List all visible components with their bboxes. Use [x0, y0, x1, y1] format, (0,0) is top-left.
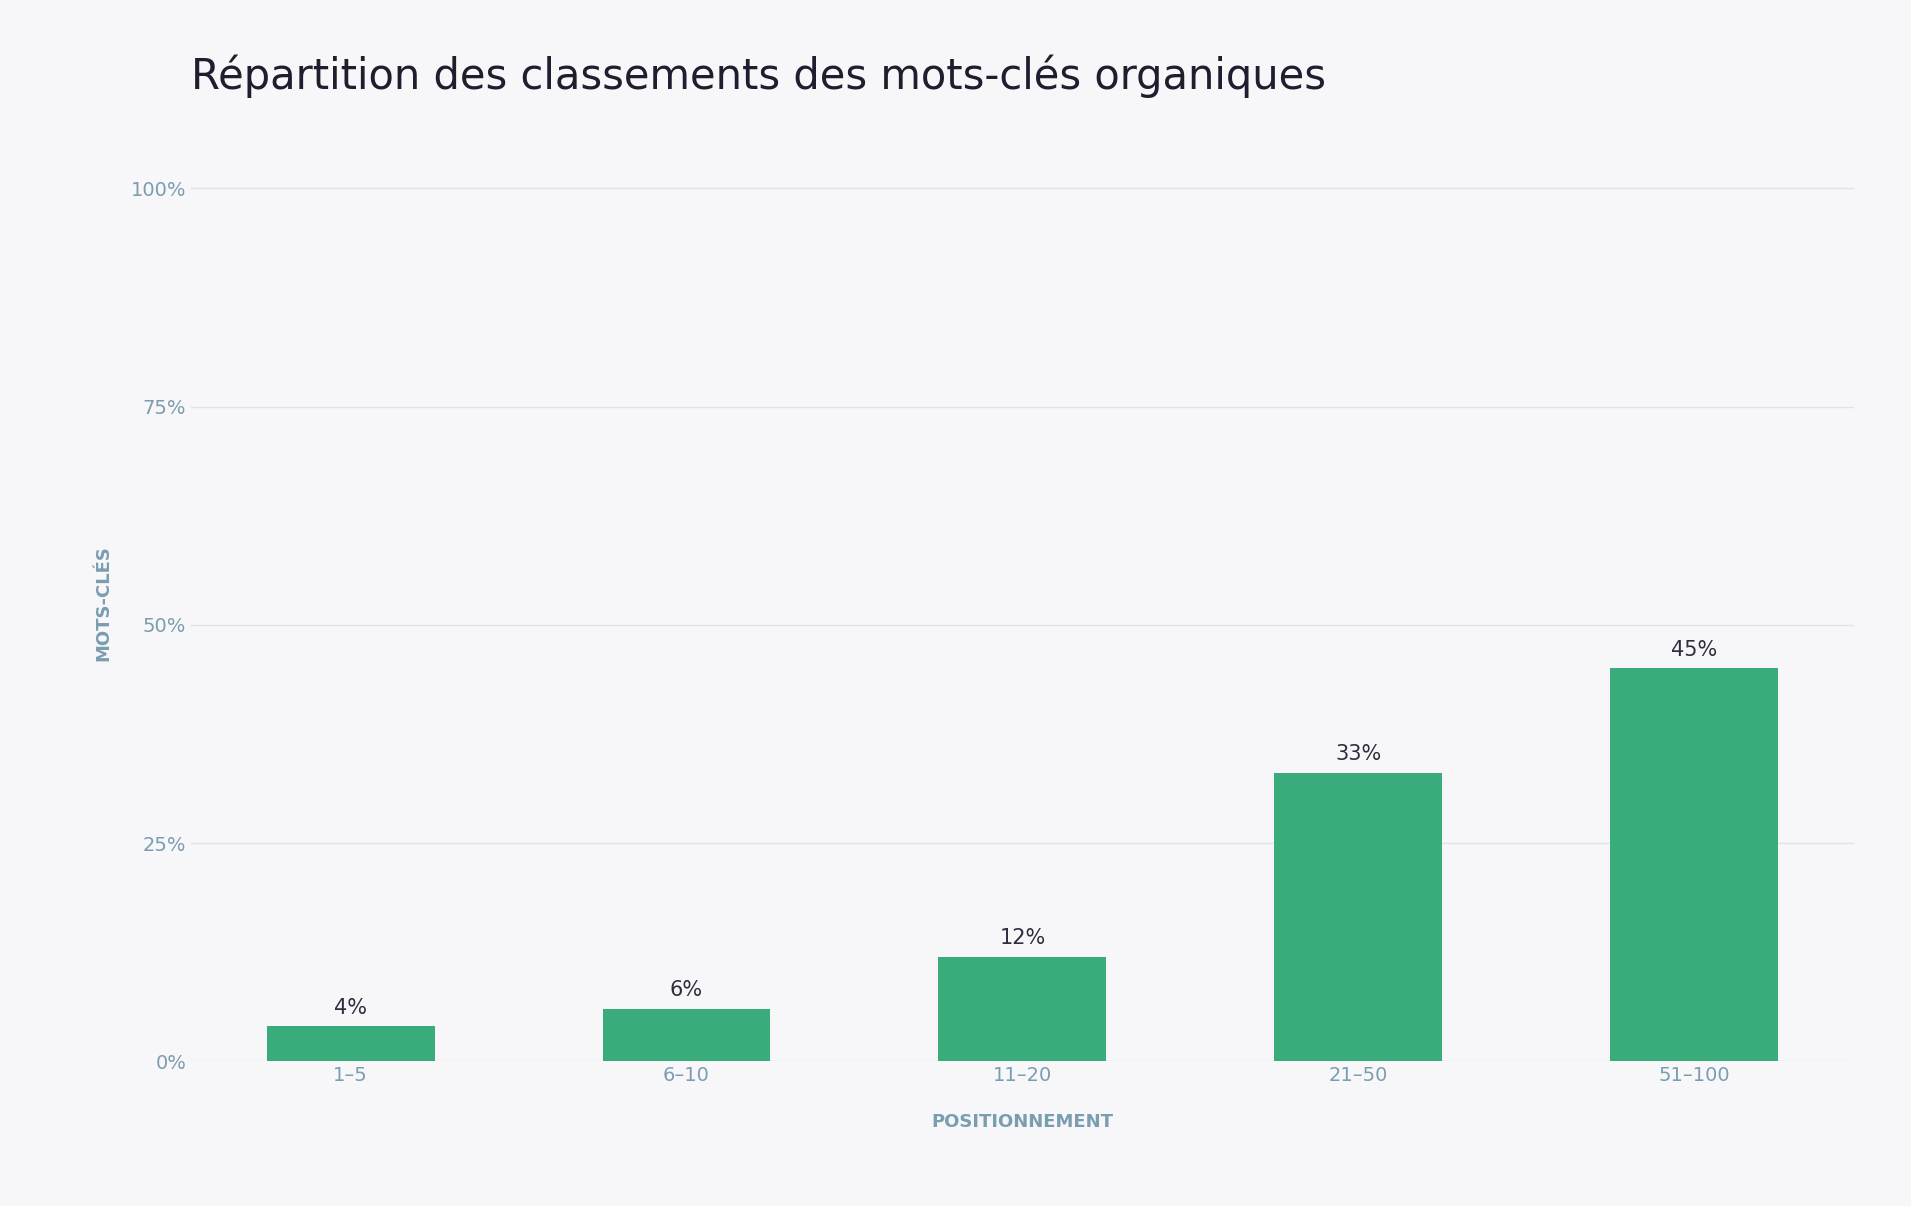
- X-axis label: POSITIONNEMENT: POSITIONNEMENT: [931, 1113, 1114, 1131]
- Y-axis label: MOTS-CLÉS: MOTS-CLÉS: [94, 545, 113, 661]
- Text: 6%: 6%: [671, 980, 703, 1000]
- Bar: [602, 1009, 770, 1061]
- Text: 4%: 4%: [334, 997, 367, 1018]
- Bar: [1275, 773, 1443, 1061]
- Text: 33%: 33%: [1336, 744, 1382, 765]
- Bar: [268, 1026, 434, 1061]
- Bar: [1611, 668, 1777, 1061]
- Bar: [938, 956, 1106, 1061]
- Text: 12%: 12%: [999, 927, 1045, 948]
- Text: Répartition des classements des mots-clés organiques: Répartition des classements des mots-clé…: [191, 54, 1326, 98]
- Text: 45%: 45%: [1670, 639, 1718, 660]
